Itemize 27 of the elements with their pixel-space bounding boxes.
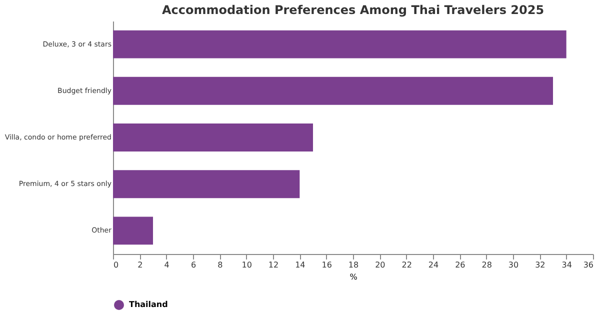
x-tick-label: 20	[375, 260, 386, 270]
x-axis-title: %	[350, 272, 358, 282]
bar	[113, 216, 153, 245]
bar	[113, 30, 566, 58]
x-tick-label: 18	[348, 260, 359, 270]
x-tick-label: 34	[562, 260, 572, 270]
x-tick-label: 32	[535, 260, 546, 270]
legend-label: Thailand	[129, 300, 168, 309]
bar	[113, 124, 313, 152]
x-tick-label: 14	[295, 260, 306, 270]
x-tick-label: 4	[164, 260, 170, 270]
x-tick-label: 22	[402, 260, 412, 270]
x-tick-label: 24	[428, 260, 439, 270]
x-tick-label: 2	[138, 260, 143, 270]
x-tick-label: 6	[190, 260, 196, 270]
bar	[113, 76, 553, 105]
x-tick-label: 0	[114, 260, 119, 270]
x-tick-label: 30	[508, 260, 519, 270]
x-tick-label: 26	[455, 260, 466, 270]
x-tick-label: 8	[218, 260, 223, 270]
x-tick-label: 28	[482, 260, 492, 270]
x-tick-label: 16	[322, 260, 332, 270]
bar	[113, 170, 300, 198]
x-tick-label: 10	[242, 260, 252, 270]
x-tick-label: 12	[268, 260, 279, 270]
x-tick-label: 36	[583, 260, 594, 270]
chart-title: Accommodation Preferences Among Thai Travelers 2025	[162, 3, 544, 17]
